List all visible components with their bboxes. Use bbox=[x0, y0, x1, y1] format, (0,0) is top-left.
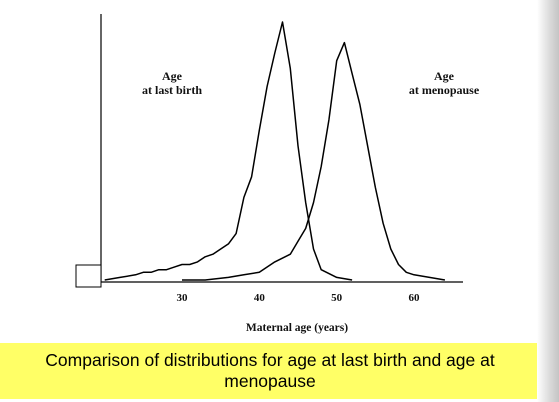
annotation-last-birth: at last birth bbox=[142, 83, 202, 97]
x-tick-labels: 30 40 50 60 bbox=[177, 292, 421, 304]
x-axis-label: Maternal age (years) bbox=[246, 322, 348, 334]
series-line-last-birth bbox=[104, 21, 353, 281]
series-line-menopause bbox=[182, 41, 446, 281]
series-layer bbox=[104, 21, 446, 281]
annotation-menopause: at menopause bbox=[409, 83, 480, 97]
annotation-menopause: Age bbox=[434, 69, 455, 83]
x-tick-label: 30 bbox=[177, 292, 189, 304]
caption: Comparison of distributions for age at l… bbox=[45, 350, 495, 391]
x-tick-label: 50 bbox=[331, 292, 343, 304]
corner-box bbox=[75, 264, 102, 288]
axes bbox=[75, 14, 463, 288]
caption-box: Comparison of distributions for age at l… bbox=[0, 343, 540, 399]
x-tick-label: 60 bbox=[409, 292, 421, 304]
window-edge bbox=[537, 0, 559, 402]
x-tick-label: 40 bbox=[254, 292, 266, 304]
annotation-last-birth: Age bbox=[162, 69, 183, 83]
